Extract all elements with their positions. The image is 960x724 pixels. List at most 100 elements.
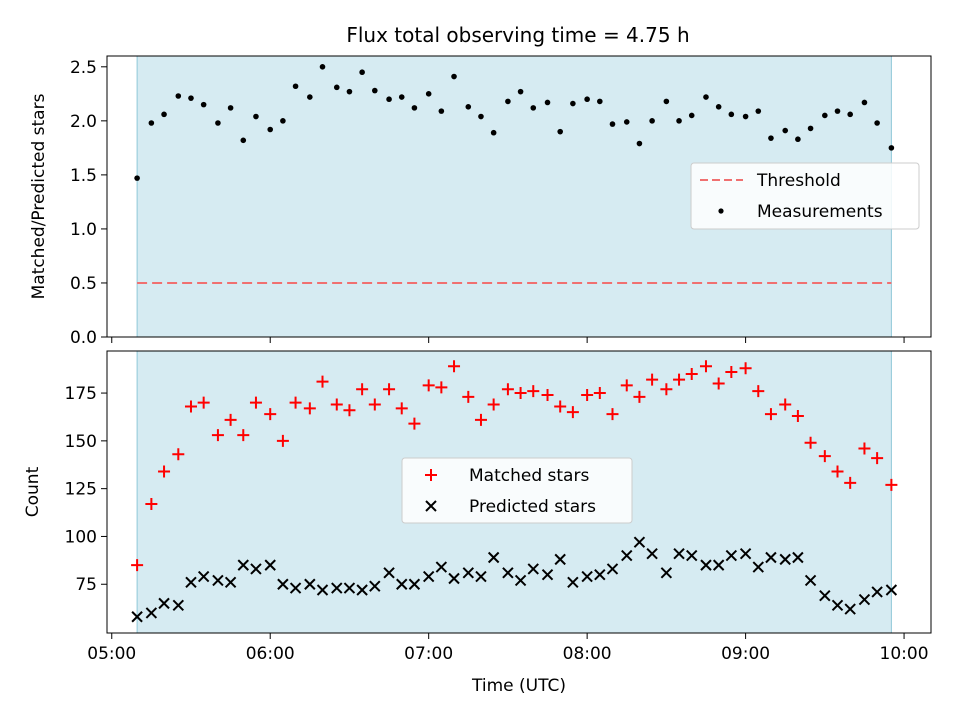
matched-stars-point (620, 379, 633, 392)
x-tick-label: 09:00 (721, 644, 770, 664)
predicted-stars-point (462, 567, 474, 579)
measurement-point (807, 125, 814, 132)
top-y-tick-label: 2.5 (70, 58, 97, 78)
measurement-point (703, 94, 709, 100)
matched-stars-point (158, 465, 171, 478)
measurement-point (359, 69, 365, 76)
predicted-stars-point (237, 559, 249, 571)
top-x-axis (111, 337, 905, 343)
predicted-stars-point (660, 567, 673, 579)
matched-stars-point (566, 406, 579, 419)
predicted-stars-point (819, 590, 831, 602)
measurement-point (847, 111, 853, 118)
matched-stars-point (514, 387, 527, 400)
matched-stars-point (211, 429, 224, 442)
legend-predicted-label: Predicted stars (469, 497, 596, 517)
matched-stars-point (831, 465, 844, 478)
matched-stars-point (804, 436, 817, 449)
predicted-stars-point (739, 547, 752, 560)
measurement-point (715, 103, 722, 110)
predicted-stars-point (646, 547, 658, 560)
measurement-point (175, 93, 182, 99)
measurement-point (530, 105, 537, 111)
matched-stars-point (224, 413, 237, 426)
measurement-point (372, 87, 378, 94)
matched-stars-point (487, 398, 500, 411)
matched-stars-point (368, 398, 381, 411)
matched-stars-point (330, 398, 343, 411)
predicted-stars-point (541, 568, 554, 581)
matched-stars-point (435, 381, 448, 394)
measurement-point (663, 98, 670, 105)
matched-stars-point (343, 404, 356, 417)
predicted-stars-point (725, 549, 738, 562)
matched-stars-point (172, 448, 185, 461)
measurement-point (742, 113, 749, 120)
bottom-y-tick-label: 100 (65, 527, 97, 547)
measurement-point (570, 100, 576, 107)
top-legend: Threshold Measurements (690, 162, 920, 230)
predicted-stars-point (304, 578, 316, 590)
matched-stars-point (422, 379, 435, 392)
predicted-stars-point (673, 547, 685, 560)
x-tick-label: 10:00 (880, 644, 929, 664)
predicted-stars-point (594, 568, 606, 581)
legend-matched-label: Matched stars (469, 466, 589, 486)
predicted-stars-point (581, 570, 593, 583)
measurement-point (676, 118, 682, 124)
matched-stars-point (633, 390, 646, 403)
bottom-y-tick-label: 125 (65, 480, 97, 500)
measurement-point (584, 96, 590, 103)
measurement-point (292, 83, 299, 90)
measurement-point (215, 120, 221, 126)
matched-stars-point (184, 400, 197, 413)
predicted-stars-point (686, 549, 698, 562)
matched-stars-point (462, 390, 475, 403)
predicted-stars-point (700, 559, 712, 571)
measurement-point (636, 140, 643, 147)
matched-stars-point (871, 452, 884, 465)
top-y-axis: 0.0 0.5 1.0 1.5 2.0 2.5 (70, 58, 107, 348)
bottom-y-axis-label: Count (23, 466, 43, 517)
predicted-stars-point (356, 584, 368, 596)
top-y-tick-label: 0.5 (70, 274, 97, 294)
legend-measurements-swatch (718, 208, 724, 214)
predicted-stars-point (606, 563, 619, 575)
matched-stars-point (699, 360, 712, 373)
x-axis-label: Time (UTC) (471, 676, 566, 696)
predicted-stars-point (554, 553, 566, 566)
measurement-point (728, 111, 735, 118)
matched-stars-point (554, 400, 567, 413)
legend-matched-swatch (425, 469, 437, 481)
legend-predicted-swatch (425, 500, 437, 512)
predicted-stars-point (885, 584, 898, 596)
measurement-point (649, 118, 655, 124)
matched-stars-point (581, 388, 594, 401)
predicted-stars-point (197, 570, 210, 583)
predicted-stars-point (396, 578, 408, 590)
predicted-stars-point (844, 603, 856, 615)
matched-stars-point (474, 413, 487, 426)
predicted-stars-point (250, 563, 262, 575)
predicted-stars-point (331, 582, 343, 594)
matched-stars-point (660, 383, 673, 396)
predicted-stars-point (527, 563, 539, 575)
predicted-stars-point (172, 599, 185, 611)
predicted-stars-point (131, 611, 143, 623)
predicted-stars-series (131, 536, 898, 623)
measurement-point (755, 108, 762, 114)
predicted-stars-point (502, 567, 514, 579)
matched-stars-point (383, 383, 396, 396)
predicted-stars-point (779, 553, 791, 566)
matched-stars-point (395, 402, 408, 415)
matched-stars-point (593, 387, 606, 400)
matched-stars-point (764, 408, 777, 421)
measurement-point (597, 98, 603, 105)
matched-stars-point (408, 417, 421, 430)
bottom-legend: Matched stars Predicted stars (401, 457, 633, 524)
predicted-stars-point (158, 597, 170, 610)
matched-stars-point (197, 396, 210, 409)
measurement-point (227, 105, 234, 111)
bottom-legend-box (401, 457, 633, 524)
matched-stars-point (527, 385, 540, 398)
